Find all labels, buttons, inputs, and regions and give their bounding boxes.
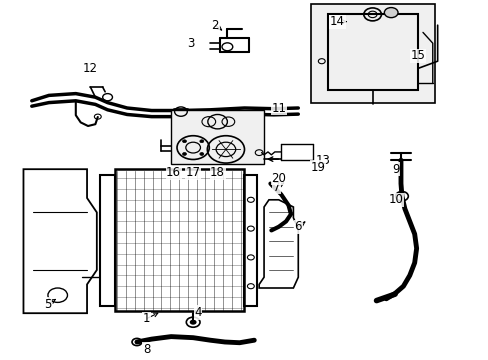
Text: 10: 10 — [388, 193, 403, 206]
Circle shape — [200, 153, 203, 156]
Text: 8: 8 — [142, 343, 150, 356]
Text: 12: 12 — [83, 62, 98, 75]
Text: 20: 20 — [271, 172, 285, 185]
Text: 11: 11 — [271, 102, 285, 114]
Text: 1: 1 — [142, 312, 150, 325]
Text: 18: 18 — [210, 166, 224, 179]
Text: 6: 6 — [294, 220, 302, 233]
Text: 14: 14 — [329, 15, 344, 28]
Text: 3: 3 — [186, 37, 194, 50]
Text: 13: 13 — [315, 154, 329, 167]
Text: 4: 4 — [194, 306, 202, 319]
Text: 15: 15 — [410, 49, 425, 62]
Circle shape — [182, 153, 186, 156]
Text: 9: 9 — [391, 163, 399, 176]
Circle shape — [182, 140, 186, 143]
Bar — [100, 175, 115, 306]
Bar — [115, 169, 244, 311]
Text: 7: 7 — [272, 181, 280, 194]
Bar — [171, 110, 264, 164]
Circle shape — [200, 140, 203, 143]
Text: 5: 5 — [44, 298, 52, 311]
Circle shape — [189, 320, 196, 325]
Text: 2: 2 — [211, 19, 219, 32]
Bar — [244, 175, 256, 306]
Text: 19: 19 — [310, 161, 325, 174]
Text: 17: 17 — [185, 166, 200, 179]
Bar — [310, 4, 434, 103]
Bar — [327, 14, 417, 90]
Circle shape — [384, 8, 397, 18]
Text: 16: 16 — [166, 166, 181, 179]
